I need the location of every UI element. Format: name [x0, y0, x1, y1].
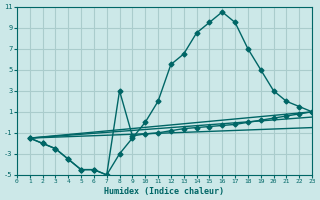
X-axis label: Humidex (Indice chaleur): Humidex (Indice chaleur) — [104, 187, 224, 196]
